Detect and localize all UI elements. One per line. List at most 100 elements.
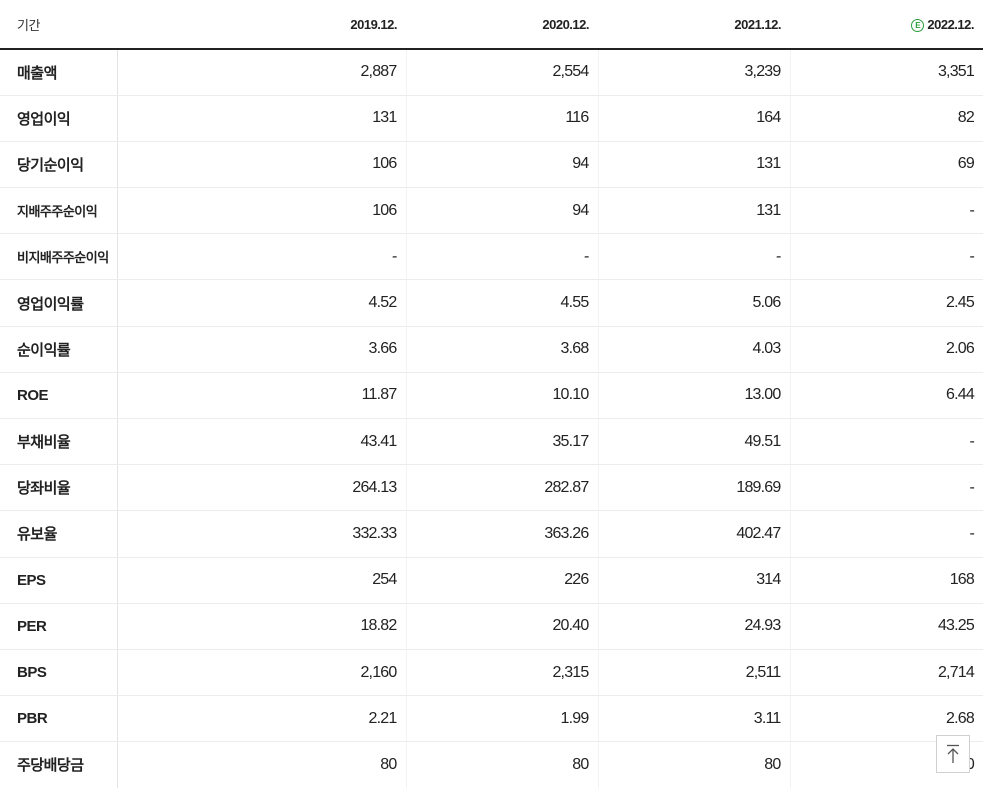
- value-cell: 94: [406, 187, 599, 235]
- table-row-per: PER 18.82 20.40 24.93 43.25: [0, 603, 983, 650]
- value-cell: 131: [117, 95, 407, 142]
- value-cell: 116: [406, 95, 599, 142]
- value-cell: 18.82: [117, 603, 407, 650]
- value-cell: 10.10: [406, 372, 599, 420]
- value-cell: 82: [790, 95, 983, 142]
- year-header-label: 2020.12.: [542, 16, 589, 32]
- value-cell: 314: [598, 556, 791, 604]
- value-cell: 11.87: [117, 372, 407, 420]
- year-header-label: 2019.12.: [350, 16, 397, 32]
- table-row-reserve-ratio: 유보율 332.33 363.26 402.47-: [0, 510, 983, 558]
- row-label: 비지배주주순이익: [0, 233, 118, 281]
- value-cell: -: [790, 510, 983, 558]
- value-cell: 3,351: [790, 49, 983, 96]
- value-cell: 189.69: [598, 464, 791, 512]
- value-cell: 20.40: [406, 603, 599, 650]
- row-label: 영업이익률: [0, 279, 118, 327]
- table-row-dps: 주당배당금8080800: [0, 741, 983, 788]
- table-row-operating-margin: 영업이익률 4.52 4.55 5.06 2.45: [0, 279, 983, 327]
- value-cell: 264.13: [117, 464, 407, 512]
- year-header-2022-estimate: E 2022.12.: [790, 0, 983, 50]
- value-cell: 2,887: [117, 49, 407, 96]
- row-label: PBR: [0, 695, 118, 743]
- value-cell: 80: [598, 741, 791, 788]
- header-row: 기간 2019.12. 2020.12. 2021.12. E 2022.12.: [0, 0, 983, 50]
- row-label: 부채비율: [0, 417, 118, 466]
- value-cell: 363.26: [406, 510, 599, 558]
- table-row-net-margin: 순이익률 3.66 3.68 4.03 2.06: [0, 326, 983, 373]
- row-label: ROE: [0, 372, 118, 420]
- table-header: 기간 2019.12. 2020.12. 2021.12. E 2022.12.: [0, 0, 983, 50]
- year-header-label: 2022.12.: [927, 16, 974, 32]
- value-cell: -: [117, 233, 407, 281]
- value-cell: 13.00: [598, 372, 791, 420]
- value-cell: 35.17: [406, 417, 599, 466]
- value-cell: 2.21: [117, 695, 407, 743]
- value-cell: -: [790, 233, 983, 281]
- table-row-sales: 매출액 2,887 2,554 3,239 3,351: [0, 49, 983, 96]
- table-row-bps: BPS 2,160 2,315 2,511 2,714: [0, 649, 983, 697]
- value-cell: 226: [406, 556, 599, 604]
- year-header-2019: 2019.12.: [117, 0, 406, 50]
- table-row-eps: EPS 254 226 314 168: [0, 556, 983, 604]
- table-row-debt-ratio: 부채비율 43.41 35.17 49.51-: [0, 417, 983, 466]
- value-cell: 3.66: [117, 326, 407, 373]
- row-label: 당좌비율: [0, 464, 118, 512]
- value-cell: -: [598, 233, 791, 281]
- row-label: 매출액: [0, 49, 118, 96]
- value-cell: 4.55: [406, 279, 599, 327]
- value-cell: 80: [117, 741, 407, 788]
- value-cell: 2,315: [406, 649, 599, 697]
- table-row-quick-ratio: 당좌비율 264.13 282.87 189.69-: [0, 464, 983, 512]
- value-cell: 4.03: [598, 326, 791, 373]
- row-label: 순이익률: [0, 326, 118, 373]
- row-label: 지배주주순이익: [0, 187, 118, 235]
- year-header-label: 2021.12.: [734, 16, 781, 32]
- row-label: EPS: [0, 556, 118, 604]
- value-cell: 131: [598, 141, 791, 189]
- value-cell: 24.93: [598, 603, 791, 650]
- value-cell: 5.06: [598, 279, 791, 327]
- value-cell: 2.68: [790, 695, 983, 743]
- value-cell: 2.45: [790, 279, 983, 327]
- value-cell: 131: [598, 187, 791, 235]
- value-cell: 332.33: [117, 510, 407, 558]
- value-cell: 282.87: [406, 464, 599, 512]
- row-label: PER: [0, 603, 118, 650]
- value-cell: 402.47: [598, 510, 791, 558]
- arrow-up-to-top-icon: [947, 744, 959, 763]
- value-cell: 1.99: [406, 695, 599, 743]
- value-cell: -: [406, 233, 599, 281]
- value-cell: 6.44: [790, 372, 983, 420]
- value-cell: 3.68: [406, 326, 599, 373]
- table-row-roe: ROE 11.87 10.10 13.00 6.44: [0, 372, 983, 420]
- value-cell: 43.25: [790, 603, 983, 650]
- table-row-controlling-net-income: 지배주주순이익 106 94 131-: [0, 187, 983, 235]
- value-cell: 2,714: [790, 649, 983, 697]
- value-cell: 106: [117, 141, 407, 189]
- value-cell: 2,511: [598, 649, 791, 697]
- value-cell: 168: [790, 556, 983, 604]
- year-header-2021: 2021.12.: [598, 0, 790, 50]
- value-cell: 2,160: [117, 649, 407, 697]
- value-cell: 3,239: [598, 49, 791, 96]
- value-cell: -: [790, 417, 983, 466]
- row-label: 영업이익: [0, 95, 118, 142]
- value-cell: -: [790, 464, 983, 512]
- value-cell: 4.52: [117, 279, 407, 327]
- scroll-to-top-button[interactable]: [936, 735, 970, 773]
- row-label: BPS: [0, 649, 118, 697]
- value-cell: 164: [598, 95, 791, 142]
- table-row-net-income: 당기순이익 106 94 131 69: [0, 141, 983, 189]
- table-row-non-controlling-net-income: 비지배주주순이익 - - - -: [0, 233, 983, 281]
- value-cell: 2,554: [406, 49, 599, 96]
- value-cell: 43.41: [117, 417, 407, 466]
- period-header: 기간: [0, 0, 117, 50]
- value-cell: 2.06: [790, 326, 983, 373]
- value-cell: 80: [406, 741, 599, 788]
- year-header-2020: 2020.12.: [406, 0, 598, 50]
- value-cell: 94: [406, 141, 599, 189]
- row-label: 당기순이익: [0, 141, 118, 189]
- row-label: 주당배당금: [0, 741, 118, 788]
